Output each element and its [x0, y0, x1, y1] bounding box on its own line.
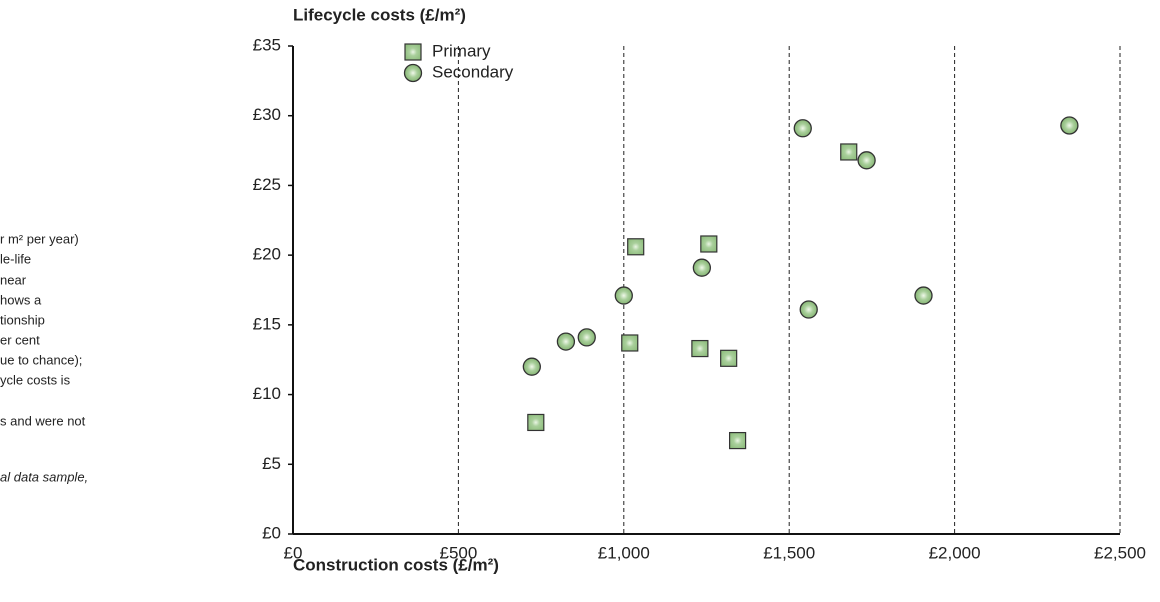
- x-tick-label: £0: [284, 543, 303, 562]
- point: [627, 238, 645, 256]
- legend-label: Secondary: [432, 62, 514, 81]
- note-line: er cent: [0, 332, 40, 347]
- y-tick-label: £30: [253, 105, 281, 124]
- y-tick-label: £25: [253, 175, 281, 194]
- x-tick-label: £2,000: [929, 543, 981, 562]
- point: [700, 235, 718, 253]
- point: [621, 334, 639, 352]
- x-tick-label: £2,500: [1094, 543, 1146, 562]
- point: [522, 357, 541, 376]
- point: [692, 258, 712, 277]
- legend-label: Primary: [432, 41, 491, 60]
- note-line: le-life: [0, 251, 31, 266]
- y-tick-label: £15: [253, 314, 281, 333]
- note-line: ue to chance);: [0, 352, 82, 367]
- legend-marker: [404, 43, 422, 61]
- y-tick-label: £0: [262, 523, 281, 542]
- point: [614, 286, 633, 305]
- note-line: tionship: [0, 312, 45, 327]
- x-axis-label: Construction costs (£/m²): [293, 555, 499, 574]
- note-line: s and were not: [0, 413, 86, 428]
- x-tick-label: £1,000: [598, 543, 650, 562]
- point: [799, 300, 818, 319]
- point: [527, 413, 545, 432]
- note-line: r m² per year): [0, 231, 79, 246]
- note-line: ycle costs is: [0, 372, 71, 387]
- note-line: hows a: [0, 292, 42, 307]
- y-tick-label: £10: [253, 384, 281, 403]
- point: [840, 143, 858, 161]
- y-tick-label: £5: [262, 454, 281, 473]
- point: [857, 151, 876, 170]
- point: [914, 286, 933, 305]
- x-tick-label: £500: [439, 543, 477, 562]
- legend-marker: [403, 63, 423, 83]
- y-tick-label: £35: [253, 35, 281, 54]
- y-axis-label: Lifecycle costs (£/m²): [293, 5, 466, 24]
- point: [691, 339, 709, 358]
- y-tick-label: £20: [253, 245, 281, 264]
- note-line: near: [0, 272, 27, 287]
- point: [793, 119, 812, 138]
- point: [720, 349, 738, 367]
- x-tick-label: £1,500: [763, 543, 815, 562]
- source-note: al data sample,: [0, 469, 88, 484]
- point: [1060, 116, 1079, 135]
- point: [577, 328, 596, 347]
- point: [556, 332, 576, 351]
- point: [728, 431, 747, 450]
